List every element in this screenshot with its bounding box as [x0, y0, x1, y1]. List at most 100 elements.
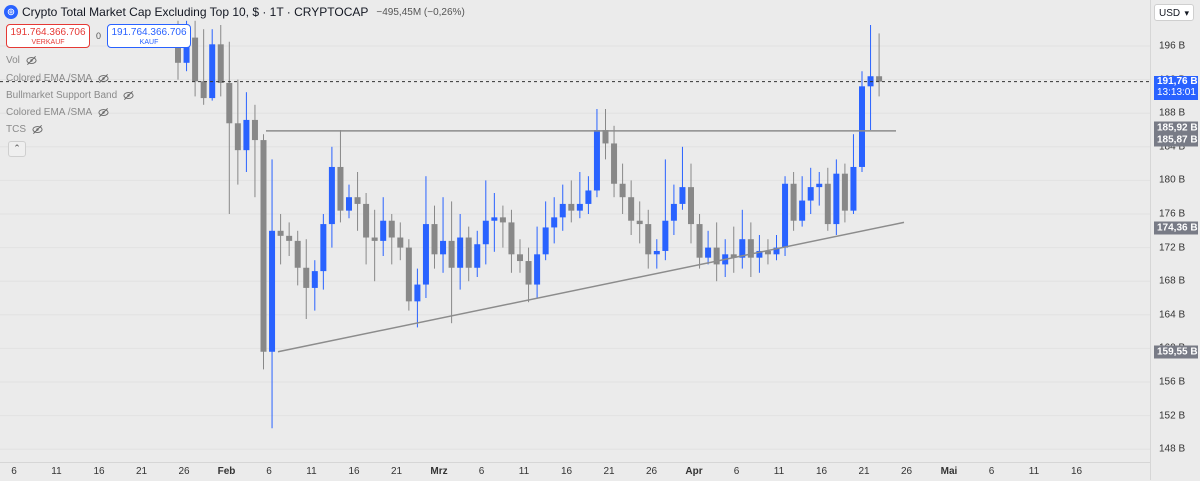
sell-button[interactable]: 191.764.366.706 VERKAUF: [6, 24, 90, 48]
price-tick-label: 168 B: [1159, 275, 1186, 287]
candle-body: [354, 197, 361, 204]
eye-hidden-icon[interactable]: [26, 55, 37, 66]
time-tick-label: Feb: [217, 466, 236, 477]
currency-label: USD: [1159, 8, 1181, 19]
candle-body: [611, 143, 618, 184]
price-tick-label: 180 B: [1159, 174, 1186, 186]
indicator-bullmarket-support-band[interactable]: Bullmarket Support Band: [6, 88, 134, 102]
eye-hidden-icon[interactable]: [98, 107, 109, 118]
candle-body: [491, 217, 498, 221]
candlestick-chart[interactable]: [0, 0, 1150, 462]
chart-area[interactable]: [0, 0, 1150, 462]
candle-body: [397, 237, 404, 248]
candle-body: [705, 247, 712, 258]
time-tick-label: 6: [988, 466, 995, 477]
indicator-colored-ema-sma-1[interactable]: Colored EMA /SMA: [6, 71, 109, 85]
candle-body: [499, 217, 506, 223]
candle-body: [269, 230, 276, 352]
time-tick-label: 21: [603, 466, 615, 477]
candle-body: [337, 166, 344, 211]
time-tick-label: 21: [858, 466, 870, 477]
candle-body: [850, 166, 857, 211]
price-tag-countdown: 13:13:01: [1157, 86, 1196, 98]
candle-body: [234, 123, 241, 151]
candle-body: [517, 254, 523, 262]
eye-hidden-icon[interactable]: [123, 90, 134, 101]
candle-body: [807, 187, 814, 201]
time-axis[interactable]: 6 11 16 21 26 Feb 6 11 16 21 Mrz 6 11 16 21 26 Apr 6 11 16 2…: [0, 462, 1150, 481]
indicator-vol[interactable]: Vol: [6, 53, 37, 67]
candle-body: [593, 130, 600, 191]
candle-body: [217, 44, 224, 83]
candle-body: [183, 33, 190, 63]
candle-body: [422, 224, 429, 285]
candle-body: [286, 235, 293, 241]
candle-body: [816, 183, 823, 188]
candle-body: [508, 222, 515, 255]
candle-body: [713, 247, 720, 265]
candle-body: [653, 250, 660, 255]
candle-body: [260, 140, 267, 352]
time-tick-label: 11: [518, 466, 530, 477]
candle-body: [696, 224, 703, 258]
price-tag: 185,87 B: [1154, 133, 1198, 147]
candle-body: [679, 187, 686, 204]
buy-button[interactable]: 191.764.366.706 KAUF: [107, 24, 192, 48]
candle-body: [747, 239, 754, 258]
indicator-label: Bullmarket Support Band: [6, 89, 118, 101]
candle-body: [628, 197, 635, 221]
candle-body: [448, 240, 455, 268]
candle-body: [192, 37, 199, 82]
candle-body: [465, 237, 472, 268]
time-tick-label: 26: [645, 466, 658, 477]
candle-body: [380, 220, 387, 241]
time-tick-label: 16: [93, 466, 105, 477]
sell-label: VERKAUF: [31, 39, 65, 46]
currency-select[interactable]: USD ▾: [1154, 4, 1194, 21]
candle-body: [559, 203, 566, 218]
candle-body: [824, 183, 831, 225]
price-tag: 191,76 B 13:13:01: [1154, 75, 1198, 100]
collapse-indicators-button[interactable]: ⌃: [8, 141, 26, 157]
eye-hidden-icon[interactable]: [98, 73, 109, 84]
candle-body: [474, 244, 481, 268]
spread-value: 0: [96, 31, 102, 41]
candle-body: [662, 220, 669, 251]
candle-body: [371, 237, 378, 241]
time-tick-label: 26: [900, 466, 913, 477]
candle-body: [303, 267, 310, 288]
candle-body: [457, 237, 464, 268]
indicator-label: Vol: [6, 54, 20, 66]
price-tick-label: 172 B: [1159, 242, 1186, 254]
candle-body: [209, 44, 216, 99]
time-tick-label: 21: [390, 466, 403, 477]
candle-body: [277, 230, 284, 236]
candle-body: [542, 227, 549, 255]
eye-hidden-icon[interactable]: [32, 124, 43, 135]
candle-body: [431, 224, 438, 255]
indicator-tcs[interactable]: TCS: [6, 122, 43, 136]
price-tick-label: 188 B: [1159, 107, 1186, 119]
price-tick-label: 156 B: [1159, 376, 1186, 388]
price-tag: 174,36 B: [1154, 221, 1198, 235]
time-tick-label: 16: [815, 466, 828, 477]
price-tag-value: 159,55 B: [1157, 346, 1198, 358]
candle-body: [670, 203, 677, 221]
price-tick-label: 184 B: [1159, 141, 1186, 153]
candle-body: [251, 119, 258, 141]
candle-body: [568, 203, 575, 211]
indicator-colored-ema-sma-2[interactable]: Colored EMA /SMA: [6, 105, 109, 119]
time-tick-label: 11: [773, 466, 785, 477]
time-tick-label: 26: [178, 466, 190, 477]
price-tick-label: 196 B: [1159, 40, 1186, 52]
time-tick-label: Mai: [940, 466, 958, 477]
price-tag-value: 174,36 B: [1157, 222, 1198, 234]
price-tag: 159,55 B: [1154, 345, 1198, 359]
globe-icon[interactable]: ◎: [4, 5, 18, 19]
candle-body: [482, 220, 489, 245]
trade-panel: 191.764.366.706 VERKAUF 0 191.764.366.70…: [6, 24, 192, 48]
symbol-title[interactable]: Crypto Total Market Cap Excluding Top 10…: [22, 5, 369, 19]
candle-body: [525, 261, 532, 285]
candle-body: [414, 284, 421, 302]
